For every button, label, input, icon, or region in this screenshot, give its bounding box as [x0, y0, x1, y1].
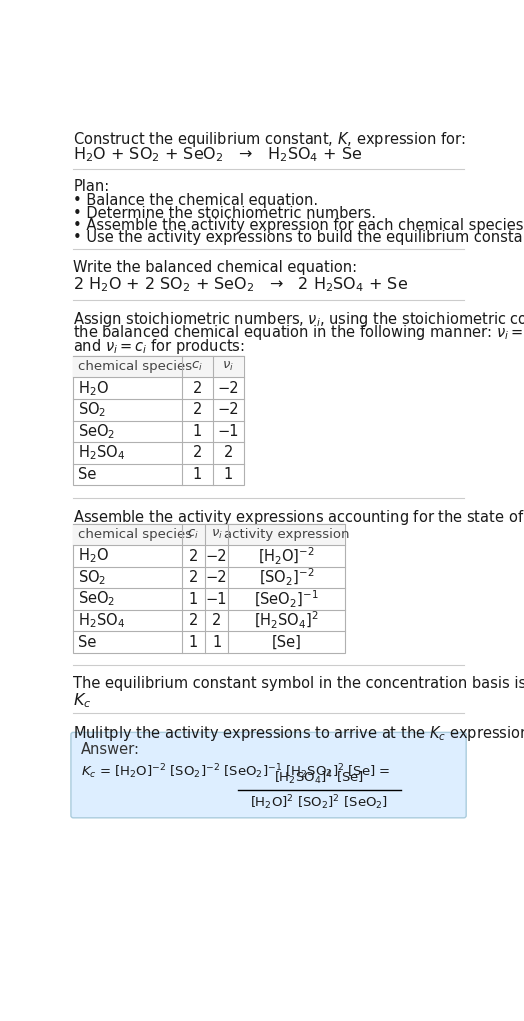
Bar: [73, 524, 344, 653]
Text: −2: −2: [206, 548, 227, 564]
Text: −2: −2: [217, 402, 239, 418]
Text: the balanced chemical equation in the following manner: $\nu_i = -c_i$ for react: the balanced chemical equation in the fo…: [73, 324, 524, 342]
Text: $\nu_i$: $\nu_i$: [222, 360, 234, 373]
Text: Write the balanced chemical equation:: Write the balanced chemical equation:: [73, 259, 357, 275]
Bar: [73, 356, 244, 485]
Text: $\nu_i$: $\nu_i$: [211, 528, 223, 541]
Text: 2: 2: [192, 445, 202, 460]
Text: chemical species: chemical species: [78, 528, 192, 541]
Text: [H$_2$O]$^{-2}$: [H$_2$O]$^{-2}$: [258, 545, 315, 567]
Bar: [73, 356, 244, 378]
Text: 2: 2: [192, 381, 202, 396]
Text: [SeO$_2$]$^{-1}$: [SeO$_2$]$^{-1}$: [254, 588, 319, 610]
Text: [H$_2$O]$^2$ [SO$_2$]$^2$ [SeO$_2$]: [H$_2$O]$^2$ [SO$_2$]$^2$ [SeO$_2$]: [250, 793, 388, 812]
Text: −1: −1: [206, 591, 227, 606]
Text: Plan:: Plan:: [73, 180, 110, 194]
Text: [H$_2$SO$_4$]$^2$ [Se]: [H$_2$SO$_4$]$^2$ [Se]: [275, 769, 364, 787]
Text: SO$_2$: SO$_2$: [78, 569, 106, 587]
Text: 1: 1: [189, 591, 198, 606]
Text: H$_2$O + SO$_2$ + SeO$_2$   →   H$_2$SO$_4$ + Se: H$_2$O + SO$_2$ + SeO$_2$ → H$_2$SO$_4$ …: [73, 146, 363, 164]
Text: • Determine the stoichiometric numbers.: • Determine the stoichiometric numbers.: [73, 205, 376, 221]
Text: 1: 1: [193, 467, 202, 482]
Bar: [73, 524, 344, 545]
Text: Se: Se: [78, 467, 96, 482]
Text: Assemble the activity expressions accounting for the state of matter and $\nu_i$: Assemble the activity expressions accoun…: [73, 508, 524, 527]
Text: 2: 2: [224, 445, 233, 460]
Text: and $\nu_i = c_i$ for products:: and $\nu_i = c_i$ for products:: [73, 337, 245, 355]
Text: −1: −1: [217, 424, 239, 439]
Text: The equilibrium constant symbol in the concentration basis is:: The equilibrium constant symbol in the c…: [73, 676, 524, 691]
Text: [SO$_2$]$^{-2}$: [SO$_2$]$^{-2}$: [259, 567, 314, 588]
Text: 1: 1: [224, 467, 233, 482]
Text: H$_2$O: H$_2$O: [78, 379, 109, 397]
Text: Assign stoichiometric numbers, $\nu_i$, using the stoichiometric coefficients, $: Assign stoichiometric numbers, $\nu_i$, …: [73, 310, 524, 330]
Text: −2: −2: [206, 570, 227, 585]
Text: $c_i$: $c_i$: [191, 360, 203, 373]
Text: 2: 2: [189, 548, 198, 564]
Text: SO$_2$: SO$_2$: [78, 400, 106, 419]
Text: H$_2$SO$_4$: H$_2$SO$_4$: [78, 612, 125, 630]
Text: SeO$_2$: SeO$_2$: [78, 590, 115, 609]
Text: $K_c$ = [H$_2$O]$^{-2}$ [SO$_2$]$^{-2}$ [SeO$_2$]$^{-1}$ [H$_2$SO$_4$]$^2$ [Se] : $K_c$ = [H$_2$O]$^{-2}$ [SO$_2$]$^{-2}$ …: [81, 763, 390, 781]
Text: H$_2$O: H$_2$O: [78, 546, 109, 566]
Text: Se: Se: [78, 635, 96, 649]
Text: SeO$_2$: SeO$_2$: [78, 422, 115, 441]
Text: 1: 1: [193, 424, 202, 439]
Text: 2: 2: [189, 614, 198, 628]
Text: 2 H$_2$O + 2 SO$_2$ + SeO$_2$   →   2 H$_2$SO$_4$ + Se: 2 H$_2$O + 2 SO$_2$ + SeO$_2$ → 2 H$_2$S…: [73, 275, 408, 294]
FancyBboxPatch shape: [71, 732, 466, 818]
Text: Mulitply the activity expressions to arrive at the $K_c$ expression:: Mulitply the activity expressions to arr…: [73, 724, 524, 743]
Text: [Se]: [Se]: [271, 635, 301, 649]
Text: • Assemble the activity expression for each chemical species.: • Assemble the activity expression for e…: [73, 218, 524, 233]
Text: 2: 2: [189, 570, 198, 585]
Text: $c_i$: $c_i$: [188, 528, 199, 541]
Text: Construct the equilibrium constant, $K$, expression for:: Construct the equilibrium constant, $K$,…: [73, 131, 466, 149]
Text: [H$_2$SO$_4$]$^2$: [H$_2$SO$_4$]$^2$: [254, 611, 319, 631]
Text: 1: 1: [189, 635, 198, 649]
Text: −2: −2: [217, 381, 239, 396]
Text: 2: 2: [212, 614, 221, 628]
Text: activity expression: activity expression: [224, 528, 349, 541]
Text: • Balance the chemical equation.: • Balance the chemical equation.: [73, 193, 319, 208]
Text: $K_c$: $K_c$: [73, 691, 92, 711]
Text: Answer:: Answer:: [81, 742, 140, 758]
Text: 2: 2: [192, 402, 202, 418]
Text: • Use the activity expressions to build the equilibrium constant expression.: • Use the activity expressions to build …: [73, 231, 524, 245]
Text: H$_2$SO$_4$: H$_2$SO$_4$: [78, 443, 125, 463]
Text: 1: 1: [212, 635, 221, 649]
Text: chemical species: chemical species: [78, 360, 192, 373]
